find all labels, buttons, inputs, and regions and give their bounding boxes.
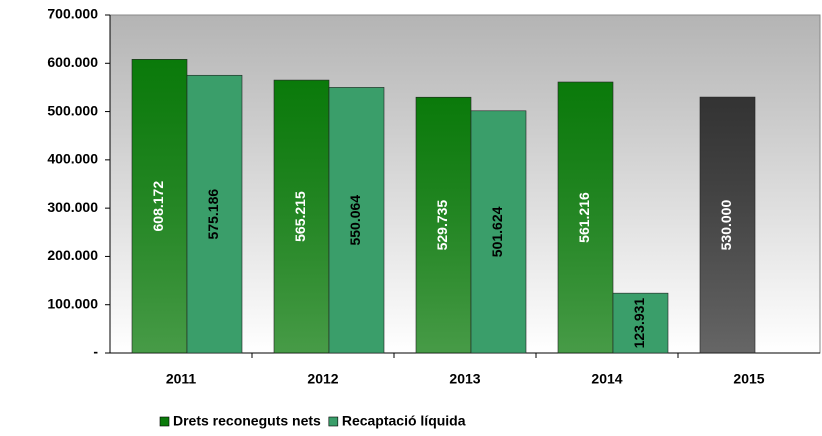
y-tick-label: 700.000 — [47, 6, 98, 22]
bar — [557, 81, 614, 354]
bar — [186, 74, 243, 354]
data-label: 501.624 — [489, 206, 505, 257]
legend-swatch — [328, 416, 339, 427]
data-label: 565.215 — [292, 191, 308, 242]
legend-swatch — [159, 416, 170, 427]
y-tick-label: 500.000 — [47, 102, 98, 118]
data-label: 530.000 — [718, 200, 734, 251]
x-tick-label: 2012 — [307, 371, 338, 387]
data-label: 123.931 — [631, 298, 647, 349]
y-tick-label: - — [93, 344, 98, 360]
legend-label: Recaptació líquida — [342, 413, 466, 429]
bar — [328, 87, 385, 354]
x-tick-label: 2014 — [591, 371, 622, 387]
legend-label: Drets reconeguts nets — [173, 413, 321, 429]
data-label: 575.186 — [205, 189, 221, 240]
data-label: 550.064 — [347, 195, 363, 246]
y-tick-label: 200.000 — [47, 247, 98, 263]
x-tick-label: 2011 — [166, 371, 197, 387]
y-tick-label: 600.000 — [47, 54, 98, 70]
bar — [699, 96, 756, 354]
data-label: 561.216 — [576, 192, 592, 243]
bar — [273, 79, 330, 354]
bar — [131, 59, 188, 354]
bar — [612, 292, 669, 354]
x-tick-label: 2015 — [733, 371, 764, 387]
y-tick-label: 400.000 — [47, 151, 98, 167]
bar — [415, 96, 472, 354]
y-tick-label: 100.000 — [47, 295, 98, 311]
data-label: 529.735 — [434, 200, 450, 251]
x-tick-label: 2013 — [449, 371, 480, 387]
bar — [470, 110, 527, 354]
y-tick-label: 300.000 — [47, 199, 98, 215]
data-label: 608.172 — [150, 181, 166, 232]
